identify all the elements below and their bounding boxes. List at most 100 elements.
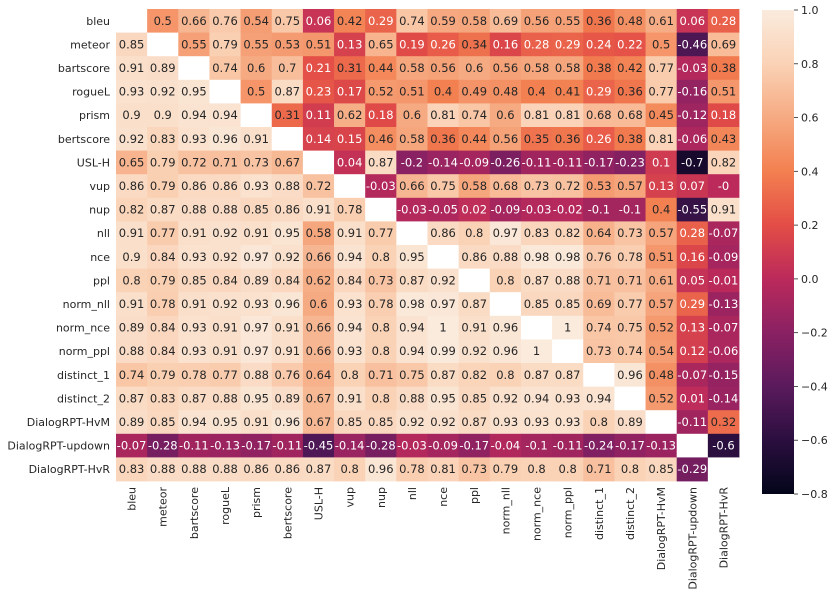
cell-value-label: -0.14 <box>428 155 458 169</box>
cell-value-label: 0.85 <box>337 415 363 429</box>
heatmap-cell <box>365 457 397 482</box>
heatmap-cell <box>178 433 210 458</box>
heatmap-cell <box>645 433 678 458</box>
cell-value-label: -0.11 <box>272 439 302 453</box>
cell-value-label: 0.4 <box>652 203 670 217</box>
heatmap-cell <box>209 268 241 293</box>
heatmap-cell <box>116 221 148 246</box>
heatmap-cell <box>520 363 553 387</box>
cell-value-label: 0.97 <box>493 226 519 240</box>
cell-value-label: 0.1 <box>652 155 670 169</box>
heatmap-cell <box>365 245 397 269</box>
cell-value-label: 0.52 <box>648 391 674 405</box>
cell-value-label: 0.93 <box>555 391 581 405</box>
heatmap-cell <box>209 103 241 128</box>
heatmap-cell <box>489 103 522 128</box>
cell-value-label: -0.04 <box>490 439 520 453</box>
heatmap-cell <box>614 150 646 175</box>
heatmap-cell <box>178 386 210 411</box>
cell-value-label: 0.81 <box>648 132 674 146</box>
cell-value-label: -0.07 <box>709 321 739 335</box>
cell-value-label: -0.09 <box>490 203 520 217</box>
heatmap-cell <box>396 339 428 364</box>
cell-value-label: 0.86 <box>119 179 145 193</box>
cell-value-label: 0.92 <box>150 85 176 99</box>
cell-value-label: 0.77 <box>368 226 394 240</box>
cell-value-label: 0.57 <box>617 179 643 193</box>
heatmap-cell <box>614 457 646 482</box>
heatmap-cell <box>707 103 740 128</box>
cell-value-label: 0.82 <box>461 368 487 382</box>
heatmap-cell <box>209 32 241 57</box>
heatmap-cell <box>427 127 460 151</box>
cell-value-label: 0.58 <box>524 61 550 75</box>
heatmap-cell <box>178 221 210 246</box>
heatmap-cell <box>365 127 397 151</box>
heatmap-cell <box>396 245 428 269</box>
cell-value-label: 0.93 <box>243 297 269 311</box>
heatmap-cell <box>583 386 615 411</box>
heatmap-cell <box>552 457 584 482</box>
heatmap-cell <box>583 268 615 293</box>
heatmap-cell <box>489 363 522 387</box>
cell-value-label: 0.18 <box>711 108 737 122</box>
heatmap-cell <box>240 363 273 387</box>
cell-value-label: 0.95 <box>181 85 207 99</box>
cell-value-label: 0.93 <box>181 132 207 146</box>
heatmap-cell <box>365 433 397 458</box>
cell-value-label: 0.58 <box>555 61 581 75</box>
cell-value-label: 0.6 <box>465 61 483 75</box>
cell-value-label: -0.03 <box>397 203 427 217</box>
cell-value-label: 0.78 <box>368 297 394 311</box>
cell-value-label: 0.88 <box>181 203 207 217</box>
row-tick-label: nup <box>89 204 110 217</box>
cell-value-label: 0.87 <box>430 368 456 382</box>
heatmap-cell <box>396 386 428 411</box>
cell-value-label: -0.07 <box>117 439 147 453</box>
heatmap-cell <box>707 174 740 199</box>
cell-value-label: 0.68 <box>493 179 519 193</box>
cell-value-label: 0.88 <box>555 273 581 287</box>
heatmap-cell <box>552 245 584 269</box>
heatmap-cell <box>427 457 460 482</box>
cell-value-label: 0.21 <box>306 61 332 75</box>
cell-value-label: 0.89 <box>617 415 643 429</box>
heatmap-cell <box>209 339 241 364</box>
heatmap-cell <box>552 32 584 57</box>
heatmap-cell <box>427 56 460 81</box>
cell-value-label: -0.1 <box>588 203 610 217</box>
heatmap-cell <box>271 268 304 293</box>
heatmap-cell <box>489 79 522 104</box>
cell-value-label: 0.67 <box>306 391 332 405</box>
cell-value-label: 0.36 <box>617 85 643 99</box>
heatmap-cell <box>147 221 179 246</box>
column-tick-label: DialogRPT-HvM <box>655 487 668 570</box>
cell-value-label: 0.84 <box>212 273 238 287</box>
heatmap-cell <box>178 363 210 387</box>
colorbar-tick-label: 0.2 <box>801 219 819 232</box>
heatmap-cell <box>209 433 241 458</box>
cell-value-label: 0.62 <box>306 273 332 287</box>
heatmap-cell <box>707 127 740 151</box>
cell-value-label: 0.89 <box>150 61 176 75</box>
heatmap-cell <box>707 292 740 317</box>
cell-value-label: 0.91 <box>306 203 332 217</box>
cell-value-label: 0.94 <box>337 321 363 335</box>
cell-value-label: -0.28 <box>366 439 396 453</box>
heatmap-cell <box>645 457 678 482</box>
heatmap-cell <box>552 9 584 33</box>
heatmap-cell <box>178 197 210 222</box>
cell-value-label: 0.56 <box>524 14 550 28</box>
colorbar-tick-label: 0.8 <box>801 58 819 71</box>
heatmap-cell <box>178 410 210 435</box>
heatmap-cell <box>614 9 646 33</box>
heatmap-cell <box>271 363 304 387</box>
heatmap-cell <box>302 245 335 269</box>
heatmap-cell <box>614 292 646 317</box>
heatmap-cell <box>583 56 615 81</box>
cell-value-label: 0.5 <box>652 37 670 51</box>
heatmap-cell <box>240 197 273 222</box>
heatmap-cell <box>178 315 210 340</box>
heatmap-cell <box>520 221 553 246</box>
cell-value-label: 0.86 <box>430 226 456 240</box>
